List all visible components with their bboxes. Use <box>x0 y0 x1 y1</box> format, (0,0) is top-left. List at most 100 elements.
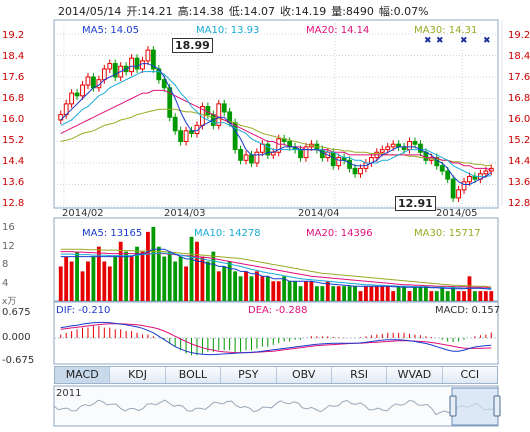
volume-axis-label: 8 <box>2 259 9 270</box>
candle-body <box>172 116 178 132</box>
tab-wvad[interactable]: WVAD <box>387 367 443 383</box>
candle-body <box>80 84 85 97</box>
candle-body <box>205 106 211 116</box>
volume-bar <box>451 286 456 301</box>
tab-cci[interactable]: CCI <box>460 368 480 381</box>
price-ma5-legend: MA5: 14.05 <box>82 25 140 36</box>
price-axis-left-label: 15.2 <box>2 135 25 146</box>
candle-body <box>232 122 238 151</box>
volume-bar <box>287 281 292 301</box>
macd-dif-legend: DIF: -0.210 <box>56 305 111 316</box>
date-axis-label: 2014/02 <box>62 208 104 219</box>
candle-body <box>249 154 254 164</box>
candle-body <box>439 165 445 172</box>
price-axis-right-label: 16.8 <box>508 93 530 104</box>
candle-body <box>467 175 472 183</box>
volume-bar <box>113 256 118 301</box>
price-axis-right-label: 18.4 <box>508 51 530 62</box>
candle-body <box>456 189 461 199</box>
volume-bar <box>173 261 178 301</box>
candle-body <box>352 167 358 175</box>
volume-ma5-legend: MA5: 13165 <box>82 228 143 239</box>
volume-bar <box>233 271 238 301</box>
event-marker-icon[interactable]: ✖ <box>424 36 432 46</box>
macd-dea-legend: DEA: -0.288 <box>248 305 308 316</box>
price-axis-right-label: 15.2 <box>508 135 530 146</box>
candle-body <box>140 60 145 70</box>
tab-kdj[interactable]: KDJ <box>110 367 166 383</box>
price-axis-right-label: 13.6 <box>508 177 530 188</box>
price-axis-right-label: 17.6 <box>508 72 530 83</box>
low-price-callout: 12.91 <box>395 196 436 211</box>
volume-bar <box>238 276 243 301</box>
volume-bar <box>86 261 90 301</box>
volume-bar <box>140 251 145 301</box>
candle-body <box>418 143 423 153</box>
candle-body <box>69 92 75 105</box>
volume-bar <box>249 276 254 301</box>
price-axis-left-label: 14.4 <box>2 156 25 167</box>
volume-bar <box>107 266 112 301</box>
volume-bar <box>298 286 303 301</box>
price-axis-left-label: 16.8 <box>2 93 25 104</box>
tab-macd[interactable]: MACD <box>55 367 111 383</box>
candle-body <box>161 79 167 89</box>
volume-unit-label: x万 <box>2 297 17 307</box>
volume-bar <box>320 286 325 301</box>
volume-bar <box>304 281 308 301</box>
volume-ma30-legend: MA30: 15717 <box>414 228 481 239</box>
price-ma5-line <box>60 63 492 185</box>
macd-dea-line <box>60 323 492 354</box>
tab-rsi[interactable]: RSI <box>332 367 388 383</box>
candle-body <box>330 151 336 167</box>
volume-bar <box>129 256 134 301</box>
volume-axis-label: 16 <box>2 222 15 233</box>
quote-open: 开:14.21 <box>126 5 173 18</box>
macd-axis-label: -0.675 <box>2 355 35 366</box>
date-axis-label: 2014/04 <box>298 208 340 219</box>
price-axis-left-label: 16.0 <box>2 114 25 125</box>
volume-bar <box>456 291 461 301</box>
event-marker-icon[interactable]: ✖ <box>436 36 444 46</box>
tab-boll[interactable]: BOLL <box>166 367 222 383</box>
candle-body <box>134 57 140 70</box>
price-axis-right-label: 16.0 <box>508 114 530 125</box>
candle-body <box>101 68 107 81</box>
volume-bar <box>162 256 167 301</box>
volume-bar <box>271 281 276 301</box>
price-axis-left-label: 18.4 <box>2 51 25 62</box>
volume-ma5-line <box>60 248 492 290</box>
quote-summary: 2014/05/14 开:14.21 高:14.38 低:14.07 收:14.19 量:… <box>58 3 434 19</box>
volume-bar <box>309 281 314 301</box>
volume-bar <box>396 286 401 301</box>
volume-bar <box>413 286 417 301</box>
quote-date: 2014/05/14 <box>58 5 122 18</box>
overview-left-handle <box>449 395 457 417</box>
tab-obv[interactable]: OBV <box>277 367 332 383</box>
candle-body <box>450 178 456 199</box>
volume-bar <box>489 291 494 301</box>
candle-body <box>91 76 96 89</box>
volume-panel-frame <box>53 217 499 302</box>
candle-body <box>129 57 134 73</box>
event-marker-icon[interactable]: ✖ <box>460 36 468 46</box>
volume-ma20-line <box>60 251 492 289</box>
volume-bar <box>80 271 85 301</box>
quote-high: 高:14.38 <box>177 5 224 18</box>
price-panel-frame <box>53 19 499 209</box>
macd-axis-label: 0.000 <box>2 332 31 343</box>
volume-bar <box>102 261 107 301</box>
volume-bar <box>135 246 139 301</box>
volume-bar <box>336 286 341 301</box>
candle-body <box>407 141 412 151</box>
macd-value-legend: MACD: 0.157 <box>435 305 501 316</box>
volume-bar <box>184 266 188 301</box>
candle-body <box>358 167 363 175</box>
volume-bar <box>211 251 216 301</box>
event-marker-icon[interactable]: ✖ <box>483 36 491 46</box>
candle-body <box>85 76 91 86</box>
overview-frame <box>53 385 499 427</box>
price-axis-left-label: 17.6 <box>2 72 25 83</box>
tab-psy[interactable]: PSY <box>221 367 277 383</box>
